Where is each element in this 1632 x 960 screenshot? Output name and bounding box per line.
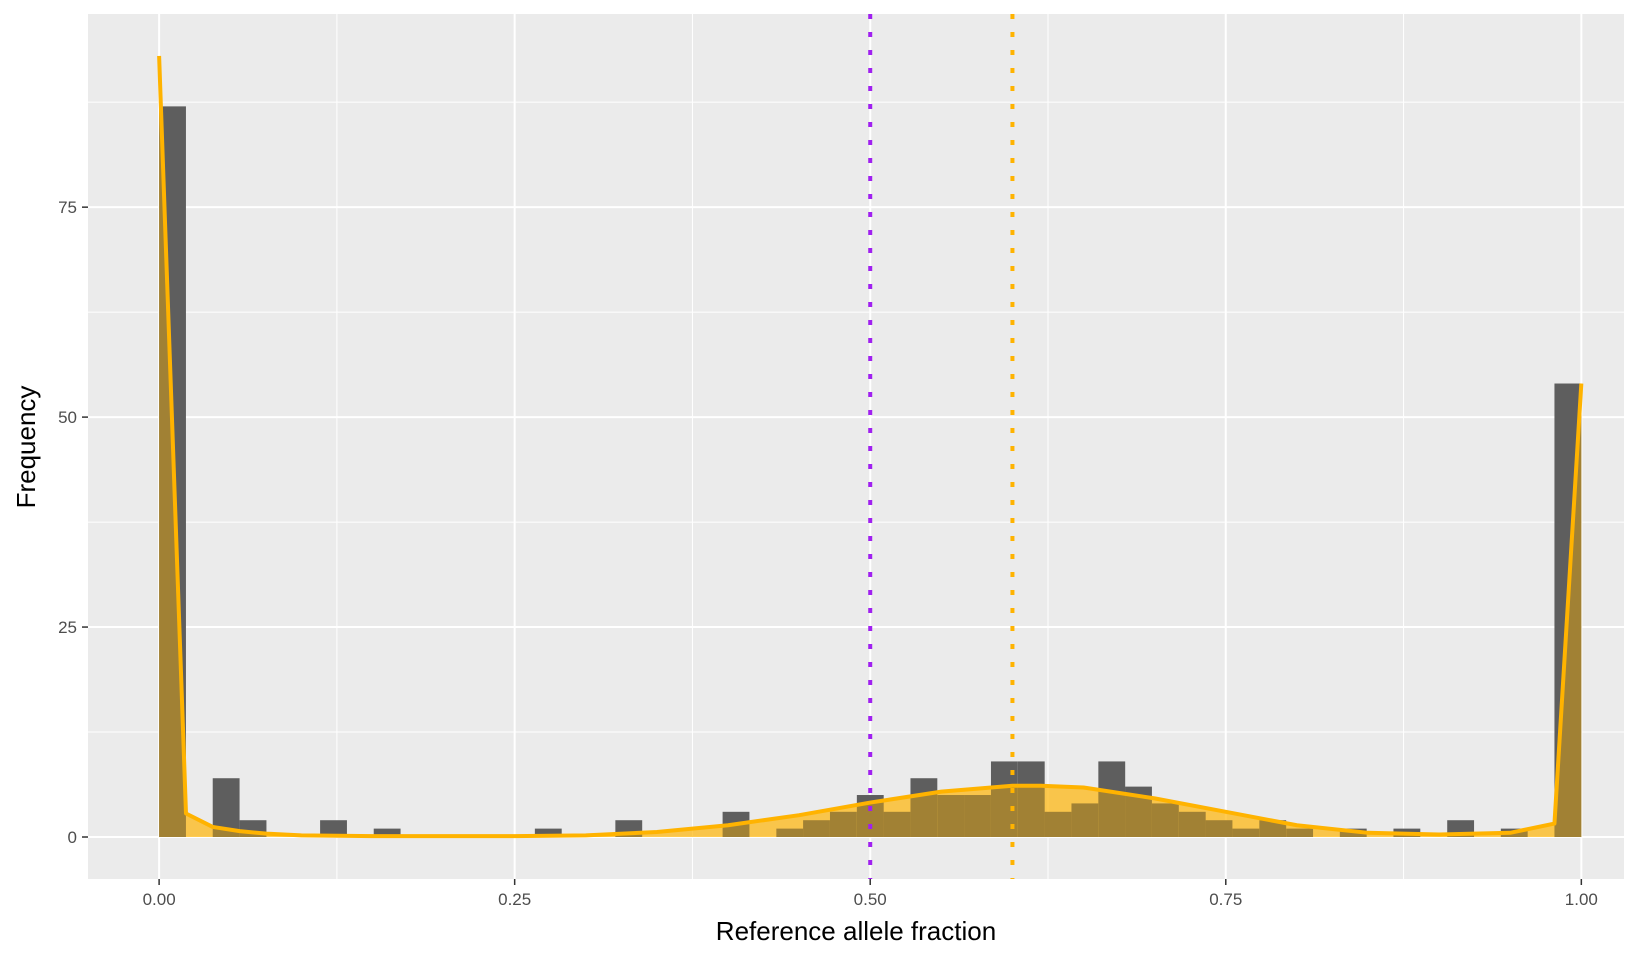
density-line — [157, 55, 1584, 839]
y-tick-label: 0 — [68, 828, 77, 847]
x-tick-label: 0.50 — [854, 890, 887, 909]
x-tick-label: 1.00 — [1565, 890, 1598, 909]
reference-lines — [868, 14, 1015, 879]
histogram-bar — [320, 820, 347, 838]
histogram-bar — [937, 795, 965, 838]
x-axis: 0.00 0.25 0.50 0.75 1.00 — [143, 879, 1598, 909]
histogram-bar — [910, 778, 938, 838]
y-tick-label: 50 — [58, 408, 77, 427]
histogram-bar — [964, 795, 991, 838]
x-tick-label: 0.25 — [498, 890, 531, 909]
y-tick-label: 25 — [58, 618, 77, 637]
histogram-bar — [883, 811, 911, 838]
plot-panel — [88, 14, 1624, 879]
histogram-bar — [1232, 828, 1260, 838]
histogram-bar — [1071, 803, 1099, 838]
y-axis-title: Frequency — [11, 386, 41, 509]
histogram-bar — [1286, 828, 1314, 838]
histogram-bar — [1259, 820, 1287, 838]
histogram-bar — [1151, 803, 1179, 838]
histogram-bar — [803, 820, 830, 838]
histogram-bar — [1044, 811, 1072, 838]
histogram-bar — [1205, 820, 1233, 838]
x-axis-title: Reference allele fraction — [716, 916, 996, 946]
histogram-bar — [829, 811, 857, 838]
histogram-bar — [1098, 761, 1126, 838]
density-line-layer — [157, 55, 1584, 839]
x-tick-label: 0.00 — [143, 890, 176, 909]
histogram-bar — [776, 828, 804, 838]
histogram-bar — [1017, 761, 1045, 838]
histogram-bar — [373, 828, 401, 838]
y-tick-label: 75 — [58, 198, 77, 217]
histogram-bar — [534, 828, 562, 838]
y-axis: 0 25 50 75 — [58, 198, 88, 847]
x-tick-label: 0.75 — [1209, 890, 1242, 909]
histogram-bar — [1178, 811, 1206, 838]
grid-minor — [88, 14, 1624, 879]
